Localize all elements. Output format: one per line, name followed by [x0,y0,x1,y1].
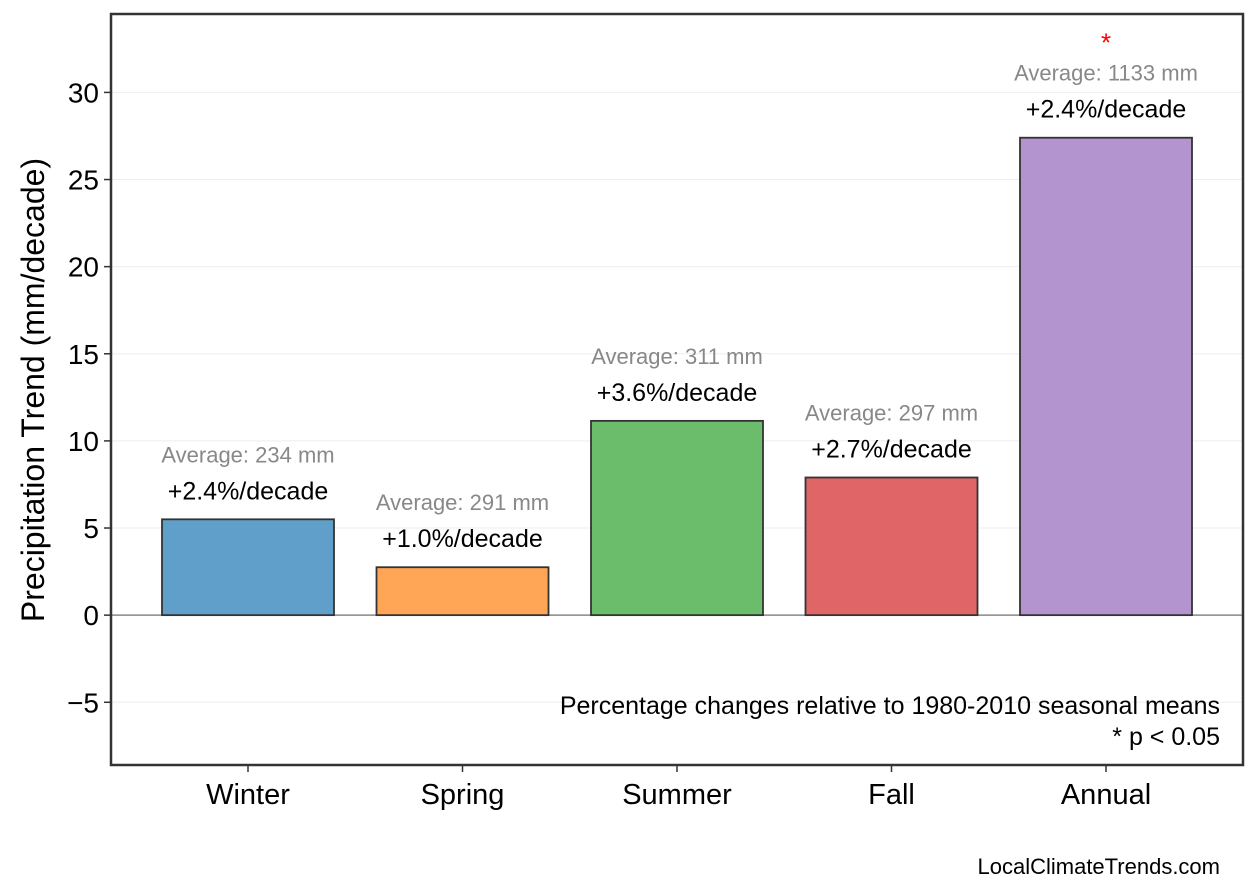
bar-fall [804,476,979,617]
bar-labels: +2.4%/decade Average: 234 mm +1.0%/decade A… [161,28,1198,554]
annotation-line-2: * p < 0.05 [1112,723,1220,751]
bar-annual [1019,136,1193,617]
bar-spring [375,566,550,617]
average-label: Average: 1133 mm [1014,61,1198,86]
plot-frame [109,12,1245,767]
y-tick-label: 20 [68,252,99,283]
y-tick-label: −5 [67,687,99,718]
x-tick-label: Fall [868,779,915,811]
significance-marker: * [1101,28,1111,58]
x-tick-label: Winter [206,779,290,811]
x-tick-label: Annual [1061,779,1151,811]
y-tick-label: 5 [83,513,99,544]
x-tick-label: Spring [421,779,505,811]
percent-label: +2.4%/decade [1026,96,1187,124]
percent-label: +1.0%/decade [382,525,543,553]
average-label: Average: 234 mm [161,442,334,467]
y-tick-label: 0 [83,600,99,631]
x-tick-label: Summer [622,779,732,811]
annotation-line-1: Percentage changes relative to 1980-2010… [560,692,1220,720]
bar-winter [161,518,335,617]
bar-summer [590,419,764,617]
average-label: Average: 311 mm [591,344,763,369]
y-tick-label: 25 [68,165,99,196]
credit-text: LocalClimateTrends.com [978,854,1221,879]
average-label: Average: 297 mm [805,400,978,425]
y-tick-label: 10 [68,426,99,457]
y-tick-label: 15 [68,339,99,370]
percent-label: +2.4%/decade [168,477,329,505]
axes: −5 0 5 10 15 20 25 30 Winter Spring Summer Fall Annu… [67,12,1245,811]
y-tick-label: 30 [68,77,99,108]
bars [161,136,1193,617]
y-axis-label: Precipitation Trend (mm/decade) [15,158,51,622]
average-label: Average: 291 mm [376,490,549,515]
percent-label: +2.7%/decade [811,435,972,463]
percent-label: +3.6%/decade [597,379,758,407]
